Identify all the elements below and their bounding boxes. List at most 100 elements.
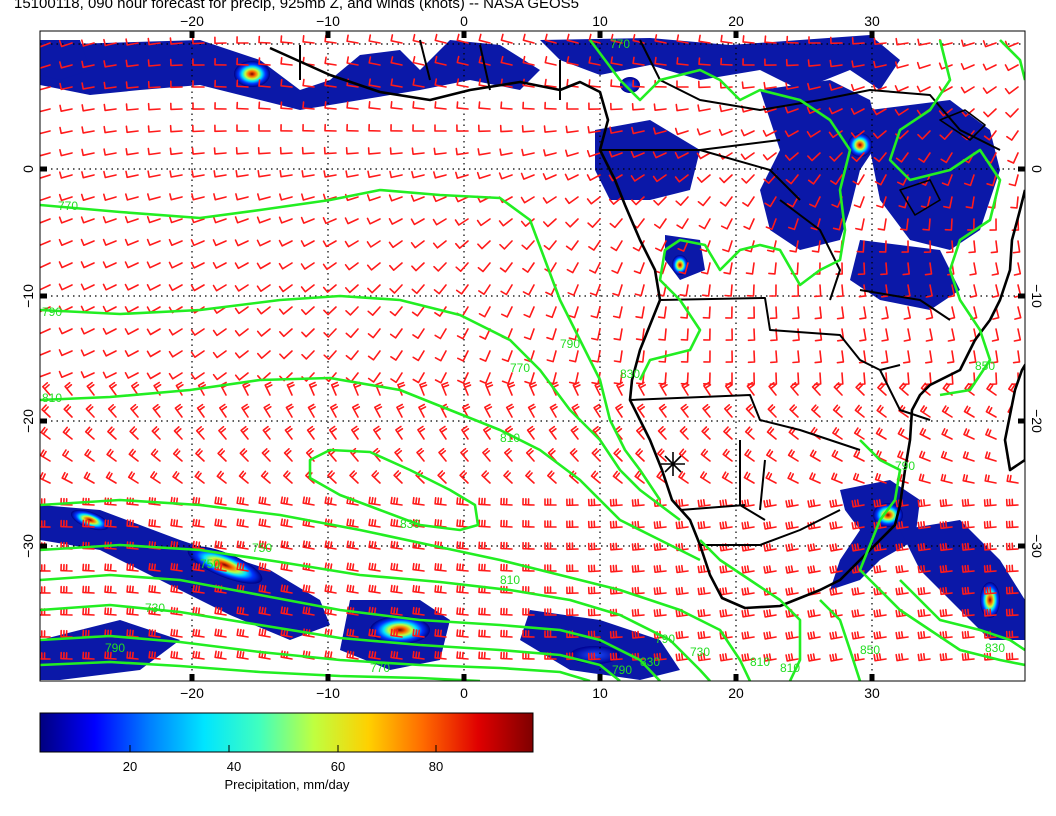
wind-barb (876, 404, 887, 418)
wind-barb (434, 33, 447, 44)
wind-barb (678, 448, 689, 462)
wind-barb (60, 563, 73, 572)
wind-barb (126, 563, 139, 572)
wind-barb (724, 284, 733, 297)
wind-barb (566, 56, 579, 66)
wind-barb (456, 101, 469, 110)
wind-barb (214, 124, 227, 133)
wind-barb (389, 170, 403, 179)
wind-barb (525, 448, 535, 462)
wind-barb (961, 39, 975, 47)
wind-barb (302, 606, 315, 616)
wind-barb (280, 124, 293, 132)
wind-barb (792, 306, 800, 320)
wind-barb (902, 262, 910, 276)
colorbar-tick-label: 20 (123, 759, 137, 774)
wind-barb (346, 101, 359, 110)
wind-barb (939, 630, 953, 640)
wind-barb (991, 328, 1000, 342)
wind-barb (300, 262, 315, 270)
wind-barb (412, 496, 425, 506)
wind-barb (830, 174, 843, 185)
wind-barb (146, 216, 161, 224)
wind-barb (522, 629, 535, 638)
wind-barb (565, 240, 579, 251)
wind-barb (192, 102, 205, 110)
wind-barb (479, 372, 491, 384)
wind-barb (500, 519, 513, 528)
wind-barb (699, 471, 711, 484)
wind-barb (40, 630, 51, 638)
wind-barb (522, 519, 535, 528)
wind-barb (283, 470, 293, 484)
wind-barb (680, 403, 689, 418)
wind-barb (939, 498, 953, 508)
wind-barb (544, 564, 557, 572)
wind-barb (60, 519, 73, 528)
wind-barb (456, 519, 469, 528)
wind-barb (653, 564, 667, 573)
wind-barb (212, 284, 227, 292)
wind-barb (568, 306, 579, 319)
wind-barb (544, 652, 557, 660)
wind-barb (722, 448, 733, 462)
wind-barb (59, 104, 73, 112)
wind-barb (124, 238, 139, 246)
wind-barb (214, 496, 227, 506)
wind-barb (80, 193, 95, 201)
wind-barb (258, 124, 271, 132)
wind-barb (346, 540, 359, 550)
wind-barb (104, 563, 117, 572)
wind-barb (280, 628, 293, 638)
wind-barb (1012, 350, 1021, 364)
wind-barb (829, 59, 843, 68)
wind-barb (899, 218, 909, 231)
wind-barb (784, 106, 799, 114)
wind-barb (828, 130, 843, 139)
wind-barb (104, 607, 117, 616)
wind-barb (411, 147, 425, 155)
wind-barb (125, 59, 139, 68)
wind-barb (434, 585, 447, 594)
wind-barb (1005, 608, 1019, 617)
wind-barb (416, 447, 425, 462)
wind-barb (916, 85, 931, 93)
wind-barb (103, 103, 117, 112)
wind-barb (63, 404, 73, 418)
wind-barb (983, 586, 997, 595)
wind-barb (718, 128, 733, 136)
wind-barb (983, 630, 997, 639)
wind-barb (324, 78, 337, 88)
wind-barb (256, 262, 271, 270)
wind-barb (762, 129, 777, 137)
wind-barb (301, 170, 315, 178)
wind-barb (1004, 86, 1019, 95)
wind-barb (300, 284, 315, 293)
wind-barb (983, 108, 997, 118)
wind-barb (968, 240, 976, 254)
wind-barb (615, 403, 624, 418)
wind-barb (657, 306, 667, 319)
wind-barb (700, 262, 711, 275)
wind-barb (324, 496, 337, 506)
wind-barb (763, 174, 777, 184)
wind-barb (813, 284, 822, 298)
wind-barb (807, 653, 821, 662)
wind-barb (390, 518, 403, 528)
wind-barb (546, 350, 557, 363)
wind-barb (610, 79, 623, 88)
wind-barb (675, 520, 689, 530)
wind-barb (345, 306, 359, 316)
wind-barb (964, 174, 975, 187)
wind-barb (831, 449, 843, 462)
wind-barb (745, 262, 755, 275)
wind-barb (875, 427, 887, 440)
wind-barb (80, 261, 95, 269)
wind-barb (591, 448, 601, 462)
wind-barb (59, 171, 73, 179)
wind-barb (367, 372, 381, 383)
wind-barb (170, 628, 183, 638)
wind-barb (960, 86, 975, 94)
wind-barb (745, 404, 755, 418)
wind-barb (697, 196, 711, 207)
